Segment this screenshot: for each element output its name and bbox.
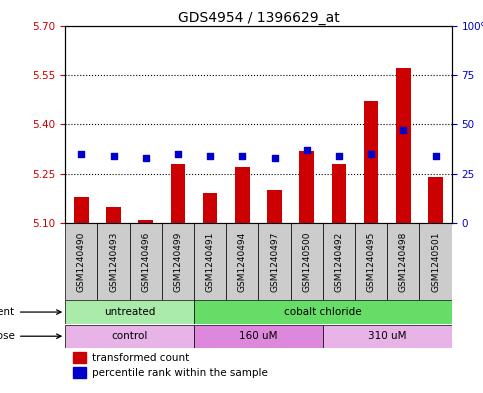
Text: agent: agent <box>0 307 61 317</box>
Point <box>367 151 375 157</box>
Point <box>77 151 85 157</box>
Text: GSM1240491: GSM1240491 <box>206 231 214 292</box>
Text: GSM1240500: GSM1240500 <box>302 231 311 292</box>
Bar <box>364 101 378 223</box>
Point <box>432 153 440 159</box>
Text: GSM1240492: GSM1240492 <box>334 231 343 292</box>
Bar <box>387 223 419 300</box>
Text: percentile rank within the sample: percentile rank within the sample <box>92 367 268 378</box>
Point <box>110 153 117 159</box>
Text: GSM1240494: GSM1240494 <box>238 231 247 292</box>
Text: GSM1240495: GSM1240495 <box>367 231 376 292</box>
Bar <box>162 223 194 300</box>
Point <box>303 147 311 153</box>
Bar <box>98 223 129 300</box>
Text: 160 uM: 160 uM <box>239 331 278 341</box>
Bar <box>396 68 411 223</box>
Bar <box>355 223 387 300</box>
Point <box>206 153 214 159</box>
Bar <box>194 325 323 348</box>
Bar <box>299 151 314 223</box>
Bar <box>203 193 217 223</box>
Text: GSM1240497: GSM1240497 <box>270 231 279 292</box>
Point <box>399 127 407 133</box>
Bar <box>73 367 86 378</box>
Text: untreated: untreated <box>104 307 156 317</box>
Bar <box>139 220 153 223</box>
Text: GSM1240501: GSM1240501 <box>431 231 440 292</box>
Text: cobalt chloride: cobalt chloride <box>284 307 362 317</box>
Bar <box>226 223 258 300</box>
Bar <box>419 223 452 300</box>
Bar <box>106 207 121 223</box>
Bar <box>65 325 194 348</box>
Bar <box>194 223 226 300</box>
Text: GSM1240496: GSM1240496 <box>141 231 150 292</box>
Bar <box>332 164 346 223</box>
Text: GSM1240493: GSM1240493 <box>109 231 118 292</box>
Bar <box>267 190 282 223</box>
Text: transformed count: transformed count <box>92 353 189 363</box>
Bar <box>170 164 185 223</box>
Text: GSM1240499: GSM1240499 <box>173 231 183 292</box>
Bar <box>129 223 162 300</box>
Point <box>174 151 182 157</box>
Bar <box>323 223 355 300</box>
Bar <box>258 223 291 300</box>
Bar <box>291 223 323 300</box>
Text: control: control <box>112 331 148 341</box>
Title: GDS4954 / 1396629_at: GDS4954 / 1396629_at <box>178 11 339 24</box>
Bar <box>323 325 452 348</box>
Bar <box>73 353 86 363</box>
Bar <box>74 197 88 223</box>
Bar <box>65 223 98 300</box>
Text: GSM1240490: GSM1240490 <box>77 231 86 292</box>
Bar <box>65 301 194 324</box>
Text: GSM1240498: GSM1240498 <box>399 231 408 292</box>
Point <box>270 155 278 161</box>
Text: dose: dose <box>0 331 61 341</box>
Bar <box>428 177 443 223</box>
Point <box>335 153 343 159</box>
Bar <box>235 167 250 223</box>
Bar <box>194 301 452 324</box>
Point <box>142 155 150 161</box>
Text: 310 uM: 310 uM <box>368 331 407 341</box>
Point <box>239 153 246 159</box>
